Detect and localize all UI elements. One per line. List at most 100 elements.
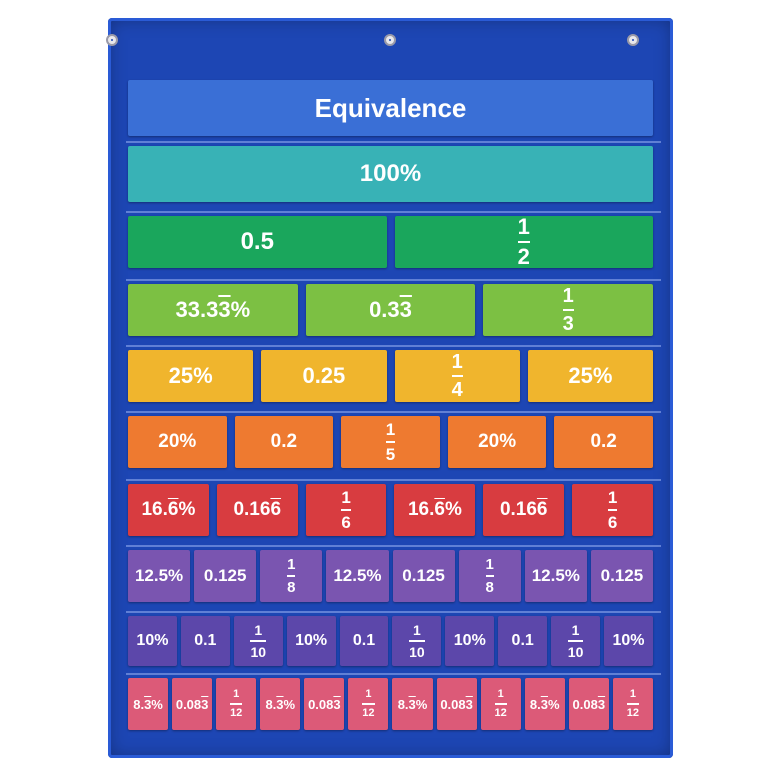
value-card: 16. 6% xyxy=(128,484,209,536)
fraction-bar xyxy=(341,509,351,511)
value-card: 12.5% xyxy=(128,550,191,602)
value-card: 0.125 xyxy=(194,550,257,602)
value-text: 0.16 xyxy=(233,499,271,520)
denominator: 8 xyxy=(287,579,296,596)
pocket-seam xyxy=(126,673,661,675)
pocket-seam xyxy=(126,141,661,143)
fraction-bar xyxy=(517,241,530,243)
value-card: 0.16 6 xyxy=(483,484,565,536)
denominator: 6 xyxy=(341,513,351,532)
value-text: 12.5% xyxy=(333,566,382,585)
fraction: 1 12 xyxy=(494,688,507,719)
value-card: 0.5 xyxy=(128,216,387,268)
value-card: 0.08 3 xyxy=(304,678,345,730)
value-card: 8. 3% xyxy=(524,678,565,730)
fraction-row-2: 0.5 1 2 xyxy=(128,216,653,268)
pocket-seam xyxy=(126,545,661,547)
repeating-digit: 6 xyxy=(536,499,548,520)
repeating-digit: 3 xyxy=(399,297,412,322)
value-text: 0.25 xyxy=(302,363,346,388)
fraction: 1 10 xyxy=(567,622,584,660)
percent-sign: % xyxy=(178,499,196,520)
fraction-row-5: 20% 0.2 1 5 20% 0.2 xyxy=(128,416,653,468)
value-text: 0.3 xyxy=(369,297,400,322)
value-text: 10% xyxy=(453,632,486,649)
fraction-row-4: 25% 0.25 1 4 25% xyxy=(128,350,653,402)
numerator: 1 xyxy=(562,285,574,307)
numerator: 1 xyxy=(485,556,494,573)
fraction-bar xyxy=(409,640,425,642)
value-text: 10% xyxy=(612,632,645,649)
value-text: 0.2 xyxy=(590,431,617,452)
value-text: 8. xyxy=(265,696,277,712)
value-card: 8. 3% xyxy=(260,678,301,730)
value-card: 0.3 3 xyxy=(305,284,476,336)
value-card: 20% xyxy=(128,416,227,468)
fraction-bar xyxy=(385,441,396,443)
fraction-row-3: 33.3 3% 0.3 3 1 3 xyxy=(128,284,653,336)
fraction-bar xyxy=(451,375,463,377)
fraction-bar xyxy=(626,703,640,705)
repeating-digit: 3 xyxy=(465,696,473,712)
denominator: 10 xyxy=(567,644,584,660)
pocket-seam xyxy=(126,479,661,481)
repeating-digit: 3 xyxy=(218,297,231,322)
value-text: 20% xyxy=(158,431,197,452)
value-text: 0.08 xyxy=(572,696,598,712)
value-card: 20% xyxy=(447,416,547,468)
percent-sign: % xyxy=(230,297,251,322)
numerator: 1 xyxy=(497,688,504,700)
value-card: 8. 3% xyxy=(128,678,169,730)
value-card: 12.5% xyxy=(326,550,389,602)
value-card: 16. 6% xyxy=(394,484,476,536)
grommet-right-icon xyxy=(627,34,639,46)
repeating-digit: 6 xyxy=(270,499,282,520)
value-card: 10% xyxy=(445,616,495,666)
percent-sign: % xyxy=(444,499,462,520)
value-card: 0.2 xyxy=(234,416,334,468)
value-text: 0.08 xyxy=(440,696,466,712)
fraction-card: 1 12 xyxy=(348,678,389,730)
pocket-seam xyxy=(126,345,661,347)
pocket-chart: Equivalence 100% 0.5 1 2 33.3 3% 0.3 3 1 3 25% 0.25… xyxy=(106,18,673,758)
value-text: 8. xyxy=(397,696,409,712)
numerator: 1 xyxy=(254,622,263,638)
fraction-bar xyxy=(485,575,494,577)
repeating-digit: 3 xyxy=(540,696,548,712)
denominator: 12 xyxy=(230,707,243,719)
value-text: 12.5% xyxy=(531,566,580,585)
value-text: 100% xyxy=(359,160,422,187)
value-card: 25% xyxy=(527,350,653,402)
value-text: 33.3 xyxy=(175,297,219,322)
fraction-row-1: 100% xyxy=(128,146,653,202)
pocket-seam xyxy=(126,611,661,613)
fraction-card: 1 12 xyxy=(612,678,653,730)
value-text: 0.125 xyxy=(203,566,247,585)
fraction: 1 12 xyxy=(362,689,375,719)
numerator: 1 xyxy=(571,622,580,638)
fraction-card: 1 10 xyxy=(551,616,601,666)
numerator: 1 xyxy=(287,556,296,573)
numerator: 1 xyxy=(607,488,618,507)
value-card: 100% xyxy=(128,146,653,202)
pocket-seam xyxy=(126,279,661,281)
numerator: 1 xyxy=(517,214,530,239)
fraction-bar xyxy=(567,640,584,642)
denominator: 12 xyxy=(362,707,375,719)
value-text: 16. xyxy=(407,499,435,520)
repeating-digit: 6 xyxy=(167,499,179,520)
value-card: 0.125 xyxy=(392,550,455,602)
value-card: 0.2 xyxy=(554,416,653,468)
percent-sign: % xyxy=(283,696,296,712)
chart-title: Equivalence xyxy=(314,92,467,123)
fraction-bar xyxy=(607,509,618,511)
numerator: 1 xyxy=(233,688,240,700)
